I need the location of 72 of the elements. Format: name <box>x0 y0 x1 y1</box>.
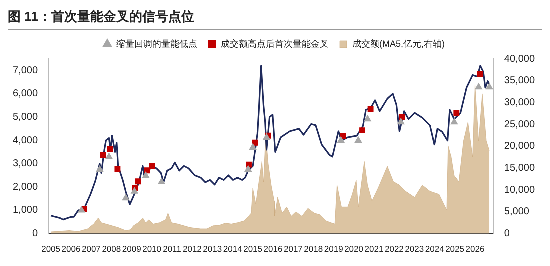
point <box>368 106 374 112</box>
point <box>144 168 150 174</box>
point <box>340 133 346 140</box>
x-tick-label: 2021 <box>364 244 384 254</box>
y-tick-label: 5,000 <box>12 112 38 124</box>
point <box>364 115 372 122</box>
point <box>158 178 166 185</box>
x-tick-label: 2024 <box>425 244 445 254</box>
x-tick-label: 2012 <box>182 244 202 254</box>
y-tick-label: 0 <box>32 228 38 240</box>
x-tick-label: 2014 <box>223 244 243 254</box>
y2-tick-label: 0 <box>504 228 510 240</box>
y2-tick-label: 20,000 <box>504 141 536 152</box>
point <box>478 71 484 78</box>
y-tick-label: 1,000 <box>12 205 38 216</box>
y-tick-label: 4,000 <box>12 135 38 146</box>
legend-label: 成交额高点后首次量能金叉 <box>221 38 329 49</box>
x-tick-label: 2017 <box>284 244 304 254</box>
x-tick-label: 2022 <box>384 244 404 254</box>
x-tick-label: 2007 <box>82 244 102 254</box>
point <box>450 118 458 125</box>
point <box>131 188 138 194</box>
y2-tick-label: 35,000 <box>504 76 536 87</box>
point <box>338 136 345 144</box>
y-tick-label: 2,000 <box>12 182 38 193</box>
y-tick-label: 3,000 <box>12 158 38 170</box>
x-tick-label: 2006 <box>62 244 81 254</box>
point <box>78 206 86 213</box>
x-tick-label: 2015 <box>244 244 263 254</box>
x-tick-label: 2008 <box>102 244 122 254</box>
point <box>354 136 362 144</box>
y2-tick-label: 15,000 <box>504 163 536 174</box>
x-tick-label: 2025 <box>446 244 465 254</box>
point <box>398 118 405 125</box>
point <box>252 140 258 146</box>
y-tick-label: 6,000 <box>12 88 38 100</box>
point <box>399 114 406 120</box>
point <box>106 153 113 160</box>
x-tick-label: 2011 <box>163 244 182 254</box>
point <box>114 166 121 172</box>
y-tick-label: 7,000 <box>12 65 38 76</box>
x-tick-label: 2020 <box>344 244 364 254</box>
legend-label: 缩量回调的量能低点 <box>116 38 198 49</box>
point <box>122 194 130 201</box>
point <box>100 152 106 158</box>
chart-title: 图 11：首次量能金叉的信号点位 <box>8 8 542 30</box>
y2-tick-label: 10,000 <box>504 184 536 196</box>
point <box>96 166 104 172</box>
point <box>360 128 366 134</box>
point <box>454 110 460 116</box>
x-tick-label: 2005 <box>42 244 61 254</box>
x-tick-label: 2018 <box>304 244 324 254</box>
x-tick-label: 2026 <box>466 244 485 254</box>
point <box>149 163 156 169</box>
x-tick-label: 2019 <box>324 244 344 254</box>
x-tick-label: 2009 <box>122 244 142 254</box>
x-tick-label: 2023 <box>405 244 424 254</box>
y2-tick-label: 25,000 <box>504 119 536 130</box>
legend-label: 成交额(MA5,亿元,右轴) <box>352 38 446 49</box>
x-tick-label: 2010 <box>142 244 162 254</box>
x-tick-label: 2016 <box>264 244 283 254</box>
y2-tick-label: 30,000 <box>504 97 536 108</box>
x-tick-label: 2013 <box>203 244 222 254</box>
point <box>142 172 150 178</box>
point <box>475 83 482 90</box>
point <box>250 144 257 150</box>
point <box>135 178 142 185</box>
point <box>244 166 252 172</box>
y2-tick-label: 40,000 <box>504 54 536 65</box>
point <box>107 146 113 152</box>
point <box>486 83 494 90</box>
y2-tick-label: 5,000 <box>504 206 530 218</box>
